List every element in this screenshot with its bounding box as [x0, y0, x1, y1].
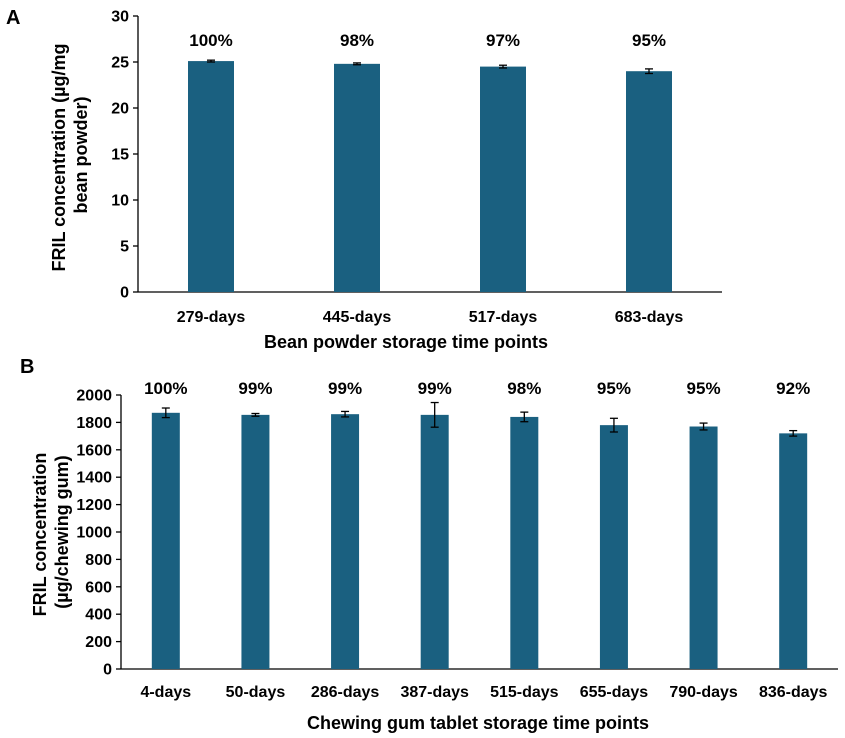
panel-b-x-tick-label: 286-days: [311, 684, 380, 701]
panel-b-bar: [599, 425, 628, 669]
panel-a-x-axis-title: Bean powder storage time points: [264, 332, 548, 352]
panel-b-bar: [689, 426, 718, 669]
panel-a-y-tick-label: 20: [111, 101, 129, 118]
panel-a-bar: [626, 71, 672, 292]
panel-a-x-tick-label: 445-days: [323, 309, 392, 326]
panel-a-y-title-line-2: bean powder): [71, 96, 91, 213]
panel-a-x-tick-label: 517-days: [469, 309, 538, 326]
panel-b-bar: [331, 414, 360, 669]
panel-a-x-tick-label: 683-days: [615, 309, 684, 326]
panel-b-y-axis-title: FRIL concentration (µg/chewing gum): [30, 448, 72, 617]
panel-a-bar-percent-label: 98%: [340, 31, 374, 50]
panel-a: A FRIL concentration (µg/mg bean powder)…: [6, 7, 722, 352]
panel-b-y-tick-label: 1400: [76, 470, 112, 487]
panel-b-letter: B: [20, 356, 34, 378]
panel-b-bar: [779, 433, 808, 669]
panel-b-y-tick-label: 0: [103, 662, 112, 679]
panel-b-bar-percent-label: 95%: [597, 379, 631, 398]
panel-b: B FRIL concentration (µg/chewing gum) Ch…: [20, 356, 838, 733]
panel-b-x-tick-label: 387-days: [400, 684, 469, 701]
panel-b-y-tick-label: 1800: [76, 415, 112, 432]
panel-a-x-tick-label: 279-days: [177, 309, 246, 326]
panel-a-y-tick-label: 15: [111, 147, 129, 164]
panel-a-bar-percent-label: 100%: [189, 31, 232, 50]
panel-a-y-tick-label: 5: [120, 239, 129, 256]
panel-a-letter: A: [6, 7, 20, 29]
panel-b-x-tick-label: 515-days: [490, 684, 559, 701]
panel-b-x-tick-label: 836-days: [759, 684, 828, 701]
panel-b-y-tick-label: 400: [85, 607, 112, 624]
panel-a-y-tick-label: 30: [111, 9, 129, 26]
panel-b-bar-percent-label: 98%: [507, 379, 541, 398]
panel-b-y-title-line-2: (µg/chewing gum): [52, 455, 72, 608]
panel-b-y-tick-label: 1000: [76, 525, 112, 542]
panel-b-y-tick-label: 1200: [76, 497, 112, 514]
panel-a-y-tick-label: 10: [111, 193, 129, 210]
panel-b-bar-percent-label: 100%: [144, 379, 187, 398]
panel-b-bar: [241, 414, 270, 669]
panel-b-x-tick-label: 655-days: [580, 684, 649, 701]
panel-b-y-tick-label: 200: [85, 634, 112, 651]
panel-a-bar: [480, 66, 526, 292]
panel-a-bar: [334, 63, 380, 293]
panel-b-x-tick-label: 790-days: [669, 684, 738, 701]
panel-b-y-tick-label: 800: [85, 552, 112, 569]
panel-a-y-tick-label: 25: [111, 55, 129, 72]
panel-b-x-axis-title: Chewing gum tablet storage time points: [307, 713, 649, 733]
panel-b-x-tick-label: 4-days: [140, 684, 191, 701]
panel-a-y-title-line-1: FRIL concentration (µg/mg: [49, 43, 69, 271]
panel-b-y-tick-label: 1600: [76, 442, 112, 459]
panel-a-bar-percent-label: 97%: [486, 31, 520, 50]
panel-b-bar-percent-label: 99%: [328, 379, 362, 398]
panel-b-bar: [420, 414, 449, 669]
panel-b-bar-percent-label: 95%: [687, 379, 721, 398]
panel-a-y-tick-label: 0: [120, 285, 129, 302]
panel-a-bar-percent-label: 95%: [632, 31, 666, 50]
panel-a-y-axis-title: FRIL concentration (µg/mg bean powder): [49, 38, 91, 271]
panel-b-bar-percent-label: 99%: [418, 379, 452, 398]
panel-b-bar: [510, 416, 539, 669]
panel-b-y-title-line-1: FRIL concentration: [30, 453, 50, 617]
panel-b-bar-percent-label: 99%: [238, 379, 272, 398]
panel-b-x-tick-label: 50-days: [226, 684, 286, 701]
panel-b-y-tick-label: 2000: [76, 388, 112, 405]
panel-b-bar-percent-label: 92%: [776, 379, 810, 398]
panel-b-y-tick-label: 600: [85, 579, 112, 596]
panel-b-bar: [151, 412, 180, 669]
panel-a-bar: [188, 61, 234, 292]
